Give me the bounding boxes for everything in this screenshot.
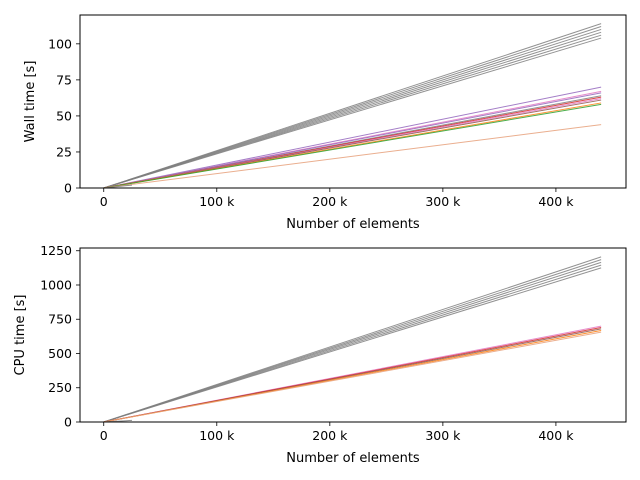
x-tick-label: 400 k (538, 194, 574, 209)
y-tick-label: 100 (48, 36, 72, 51)
y-tick-label: 1000 (40, 277, 72, 292)
series-line-10 (103, 331, 602, 423)
plot-frame (79, 14, 627, 189)
y-tick-label: 500 (48, 346, 72, 361)
x-tick-label: 0 (100, 194, 108, 209)
x-tick-label: 400 k (538, 428, 574, 443)
y-tick-label: 50 (56, 108, 72, 123)
x-tick-label: 0 (100, 428, 108, 443)
x-tick-label: 200 k (312, 194, 348, 209)
y-tick-label: 750 (48, 312, 72, 327)
y-tick-label: 0 (64, 181, 72, 196)
chart-1: 0 100 k 200 k 300 k 400 k 0 25 50 75 100 Number of… (23, 14, 627, 232)
series-line-6 (103, 37, 602, 189)
x-tick-label: 300 k (425, 428, 461, 443)
y-tick-label: 250 (48, 380, 72, 395)
y-tick-label: 25 (56, 144, 72, 159)
chart-2: 0 100 k 200 k 300 k 400 k 0 250 500 750 1000 1250 N… (13, 243, 627, 466)
x-axis-label: Number of elements (286, 217, 420, 232)
series-line-7 (103, 86, 602, 189)
y-tick-label: 0 (64, 415, 72, 430)
plot-frame (79, 247, 627, 423)
series-line-16 (103, 124, 602, 189)
y-tick-label: 1250 (40, 243, 72, 258)
y-axis-label: CPU time [s] (13, 295, 28, 376)
y-axis-label: Wall time [s] (23, 61, 38, 143)
x-axis-label: Number of elements (286, 451, 420, 466)
x-tick-label: 200 k (312, 428, 348, 443)
series-line-15 (103, 103, 602, 189)
series-line-5 (103, 267, 602, 423)
x-tick-label: 100 k (199, 194, 235, 209)
x-tick-label: 300 k (425, 194, 461, 209)
y-tick-label: 75 (56, 72, 72, 87)
x-tick-label: 100 k (199, 428, 235, 443)
